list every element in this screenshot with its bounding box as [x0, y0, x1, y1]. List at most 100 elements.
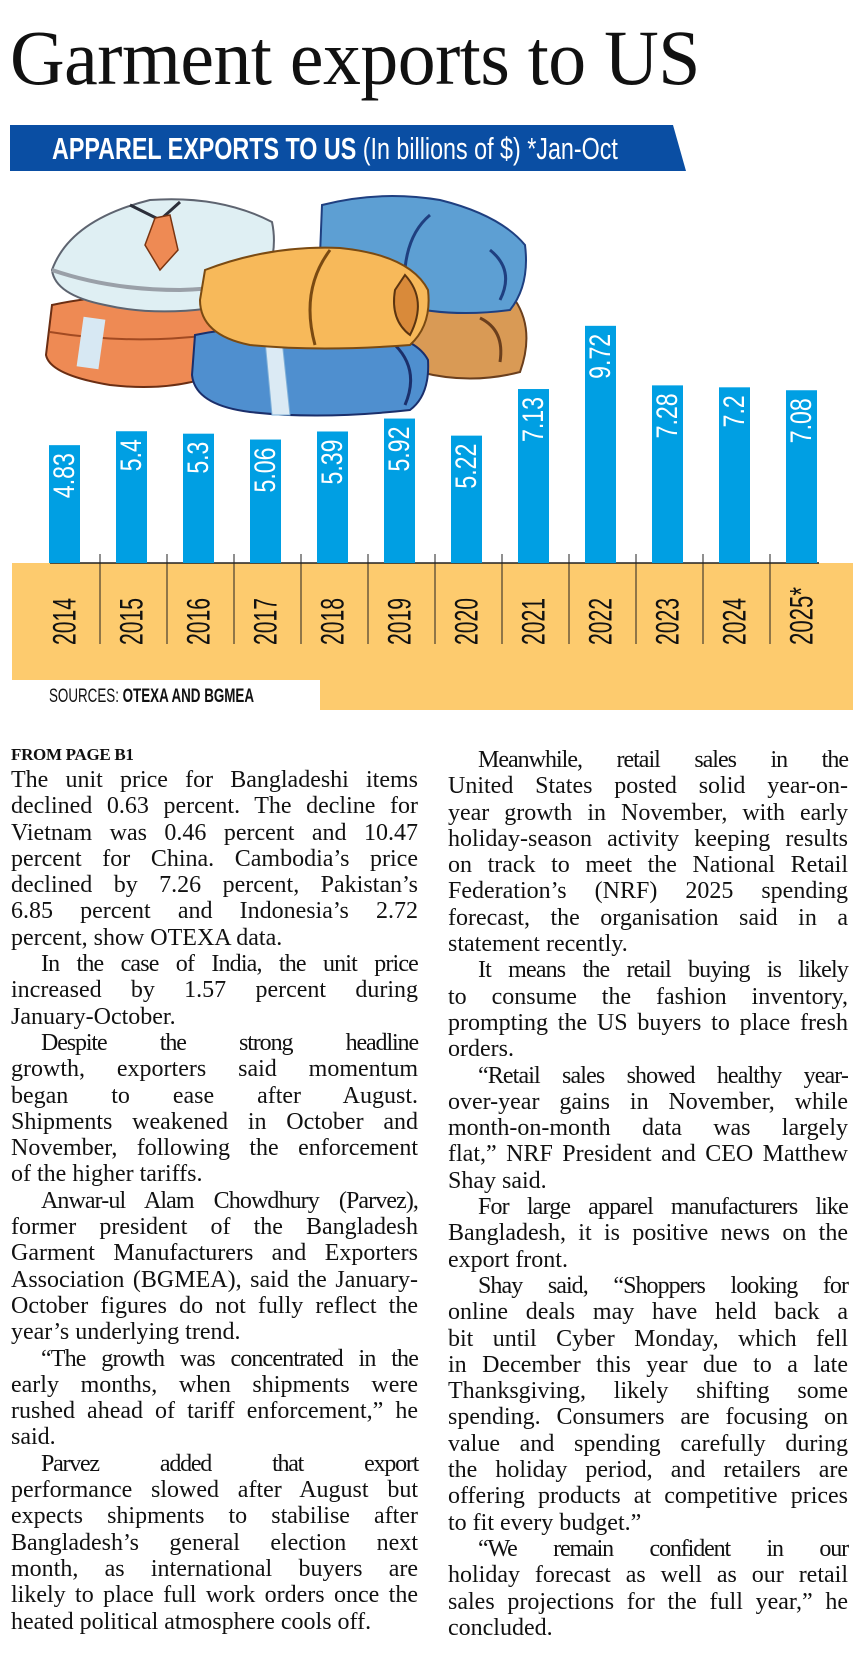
text-line: value and spending carefully during — [448, 1430, 848, 1457]
bar-2024 — [719, 387, 750, 563]
text-line: performance slowed after August but — [11, 1477, 418, 1504]
kicker: FROM PAGE B1 — [11, 745, 134, 764]
text-line: prompting the US buyers to place fresh — [448, 1009, 848, 1036]
bar-2023 — [652, 385, 683, 563]
value-label: 5.4 — [115, 439, 148, 471]
text-line: bit until Cyber Monday, which fell — [448, 1325, 848, 1352]
chart-title-banner — [10, 125, 686, 171]
text-line: online deals may have held back a — [448, 1299, 848, 1326]
value-label: 5.06 — [249, 448, 282, 493]
paragraph: The unit price for Bangladeshi items decl… — [11, 767, 418, 951]
value-label: 7.08 — [785, 398, 818, 443]
text-line: In the case of India, the unit price — [41, 951, 419, 978]
x-tick-label: 2018 — [315, 598, 351, 645]
paragraph: Parvez added that export performance slow… — [11, 1451, 419, 1635]
sources-label: SOURCES: — [49, 686, 119, 707]
x-tick-label: 2024 — [717, 598, 753, 645]
text-line: “We remain confident in our — [478, 1535, 849, 1562]
text-line: to consume the fashion inventory, — [448, 983, 848, 1010]
x-tick-label: 2016 — [181, 598, 217, 645]
text-line: It means the retail buying is likely — [478, 957, 849, 984]
text-line: Shay said, “Shoppers looking for — [478, 1272, 849, 1299]
value-label: 9.72 — [584, 334, 617, 379]
text-line: Meanwhile, retail sales in the — [478, 747, 849, 773]
x-tick-label: 2025* — [784, 587, 820, 645]
text-line: declined 0.63 percent. The decline for — [11, 793, 418, 820]
bar-chart: 4.83 5.4 5.3 5.06 5.39 5.92 5.22 7.13 9.72 7.28 7.… — [12, 195, 853, 710]
text-line: early months, when shipments were — [11, 1371, 418, 1398]
x-tick-label: 2019 — [382, 598, 418, 645]
text-line: on track to meet the National Retail — [448, 852, 848, 879]
text-line: heated political atmosphere cools off. — [11, 1608, 372, 1635]
paragraph: Shay said, “Shoppers looking for online d… — [448, 1272, 849, 1536]
chart-title-unit: (In billions of $) *Jan-Oct — [356, 131, 618, 166]
text-line: concluded. — [448, 1614, 553, 1641]
text-line: Shipments weakened in October and — [11, 1108, 418, 1135]
bar-2020 — [451, 435, 482, 563]
text-line: Bangladesh’s general election next — [11, 1529, 418, 1556]
text-line: increased by 1.57 percent during — [11, 977, 418, 1004]
paragraph: Meanwhile, retail sales in the United Sta… — [448, 747, 849, 958]
text-line: United States posted solid year-on- — [448, 773, 848, 800]
bar-2018 — [317, 431, 348, 563]
text-line: “Retail sales showed healthy year- — [478, 1062, 849, 1089]
text-line: Despite the strong headline — [41, 1029, 419, 1056]
bar-2019 — [384, 418, 415, 563]
text-line: spending. Consumers are focusing on — [448, 1404, 848, 1431]
folded-clothes-illustration — [44, 195, 528, 417]
paragraph: Anwar-ul Alam Chowdhury (Parvez), former … — [11, 1188, 419, 1346]
value-label: 5.39 — [316, 439, 349, 484]
chart-title-main: APPAREL EXPORTS TO US — [52, 131, 357, 166]
text-line: forecast, the organisation said in a — [448, 904, 848, 931]
text-line: percent, show OTEXA data. — [11, 924, 283, 951]
paragraph: In the case of India, the unit price incr… — [11, 951, 419, 1030]
bar-2021 — [518, 389, 549, 563]
bar-2014 — [49, 445, 80, 563]
text-line: holiday-season activity keeping results — [448, 825, 848, 852]
text-line: Bangladesh, it is positive news on the — [448, 1220, 848, 1247]
text-line: January-October. — [11, 1003, 176, 1030]
text-line: declined by 7.26 percent, Pakistan’s — [11, 872, 418, 899]
x-tick-label: 2023 — [650, 598, 686, 645]
value-label: 7.2 — [718, 395, 751, 427]
chart-sources: SOURCES: OTEXA AND BGMEA — [49, 684, 254, 710]
bar-2016 — [183, 433, 214, 563]
text-line: flat,” NRF President and CEO Matthew — [448, 1141, 848, 1168]
bar-2017 — [250, 439, 281, 563]
value-label: 7.13 — [517, 397, 550, 442]
value-label: 5.3 — [182, 442, 215, 474]
sources-value: OTEXA AND BGMEA — [118, 686, 255, 707]
text-line: October figures do not fully reflect the — [11, 1292, 418, 1319]
text-line: orders. — [448, 1036, 514, 1063]
text-line: offering products at competitive prices — [448, 1483, 848, 1510]
x-tick-label: 2021 — [516, 598, 552, 645]
paragraph: Despite the strong headline growth, expor… — [11, 1029, 419, 1188]
value-label: 5.22 — [450, 444, 483, 489]
text-line: export front. — [448, 1246, 568, 1273]
text-line: Federation’s (NRF) 2025 spending — [448, 878, 848, 905]
paragraph: “The growth was concentrated in the early… — [11, 1345, 419, 1451]
text-line: sales projections for the full year,” he — [448, 1588, 848, 1615]
paragraph: “We remain confident in our holiday forec… — [448, 1535, 849, 1641]
text-line: “The growth was concentrated in the — [41, 1345, 419, 1372]
text-line: began to ease after August. — [11, 1082, 418, 1109]
text-line: For large apparel manufacturers like — [478, 1194, 849, 1221]
x-tick-label: 2020 — [449, 598, 485, 645]
text-line: Thanksgiving, likely shifting some — [448, 1378, 848, 1405]
text-line: in December this year due to a late — [448, 1351, 848, 1378]
text-line: of the higher tariffs. — [11, 1161, 203, 1188]
text-line: growth, exporters said momentum — [11, 1056, 418, 1083]
x-tick-label: 2015 — [114, 598, 150, 645]
text-line: former president of the Bangladesh — [11, 1214, 418, 1241]
paragraph: “Retail sales showed healthy year-over-y… — [448, 1062, 849, 1194]
text-line: statement recently. — [448, 931, 628, 958]
x-tick-label: 2014 — [47, 598, 83, 645]
text-line: holiday forecast as well as our retail — [448, 1562, 848, 1589]
text-line: to fit every budget.” — [448, 1509, 642, 1536]
text-line: month-on-month data was largely — [448, 1115, 848, 1142]
text-line: percent for China. Cambodia’s price — [11, 845, 418, 872]
text-line: said. — [11, 1424, 56, 1451]
text-line: likely to place full work orders once th… — [11, 1582, 418, 1609]
text-line: Vietnam was 0.46 percent and 10.47 — [11, 819, 418, 846]
text-line: over-year gains in November, while — [448, 1088, 848, 1115]
